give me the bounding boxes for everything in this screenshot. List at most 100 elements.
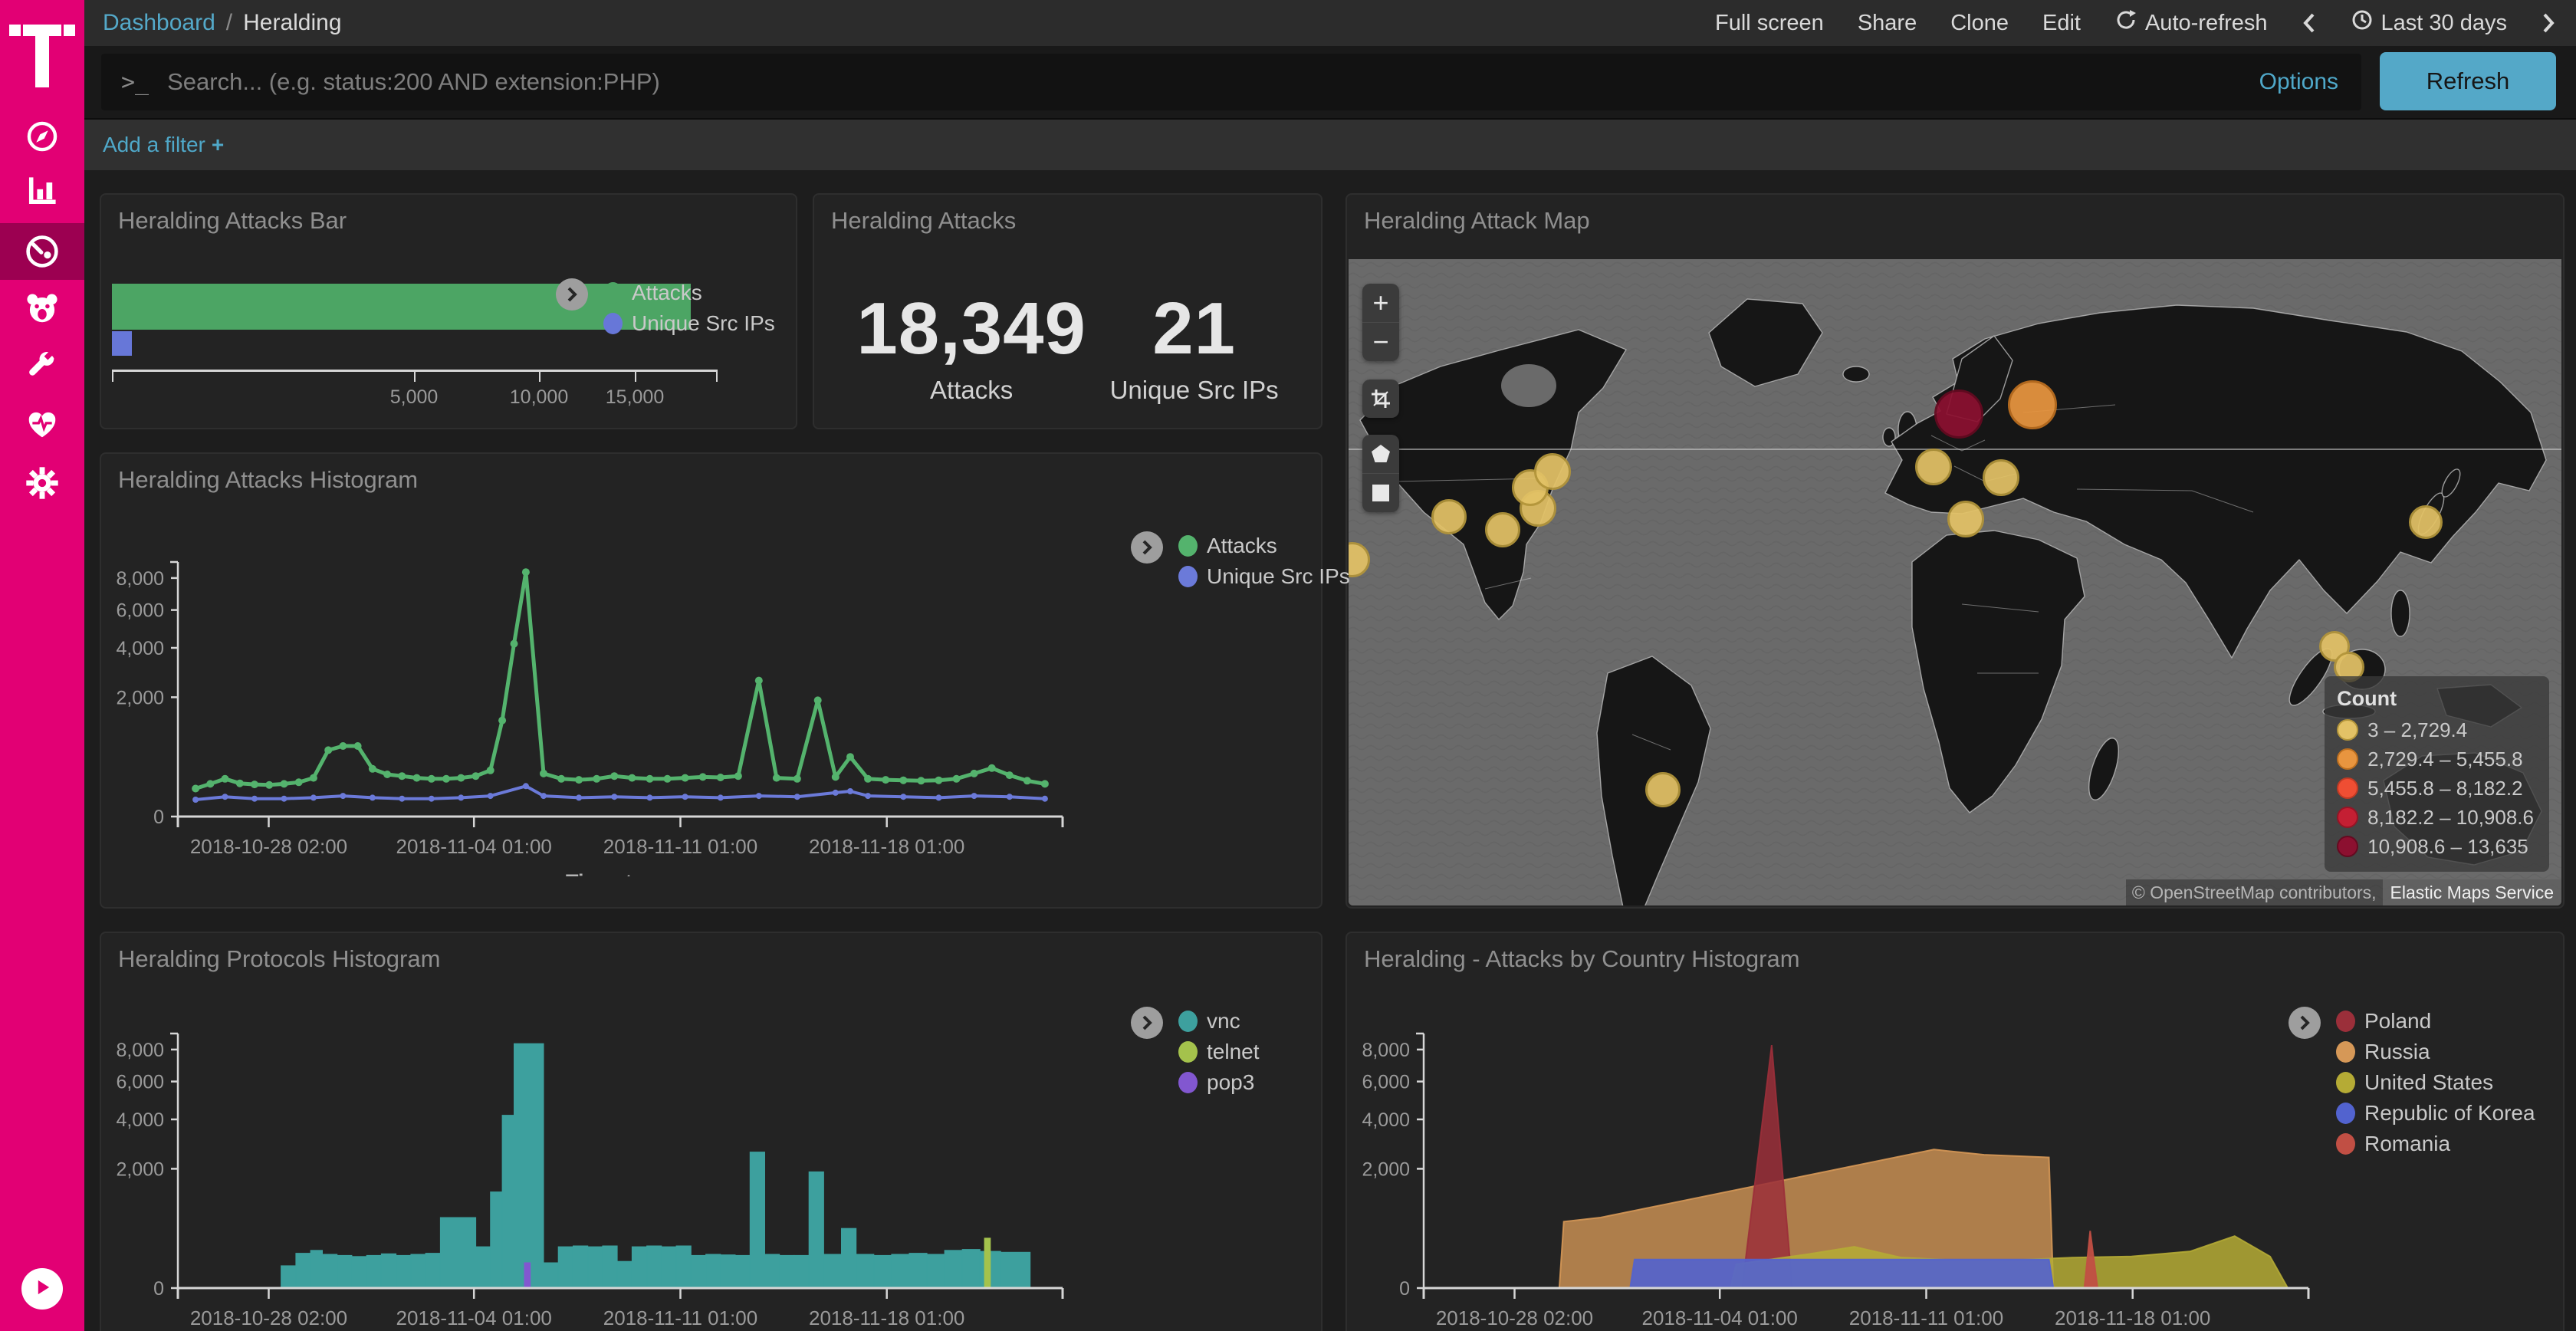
metric-attacks: 18,349 Attacks [856,287,1086,405]
play-arrow-icon [32,1277,52,1301]
panel-title: Heralding Protocols Histogram [118,945,440,973]
legend-toggle-button[interactable] [556,278,588,311]
legend-color-dot [2336,1011,2355,1032]
protocols-bar-chart[interactable]: 02,0004,0006,0008,0002018-10-28 02:00201… [101,1014,1075,1331]
attack-bubble-russia-west[interactable] [2008,380,2057,429]
zoom-in-button[interactable]: + [1362,284,1399,322]
svg-text:8,000: 8,000 [1362,1040,1410,1061]
attacks-line-chart[interactable]: 02,0004,0006,0008,0002018-10-28 02:00201… [101,542,1075,876]
t-mobile-logo-icon[interactable] [0,14,84,87]
panel-attacks-histogram: Heralding Attacks Histogram 02,0004,0006… [100,452,1322,909]
attack-bubble-baltics[interactable] [1915,449,1952,485]
panel-title: Heralding Attacks Bar [118,207,347,235]
legend-item[interactable]: pop3 [1178,1067,1260,1098]
legend: Attacks Unique Src IPs [1178,531,1350,592]
top-nav: Dashboard / Heralding Full screen Share … [84,0,2576,46]
heart-pulse-icon [25,406,60,442]
metric-label: Unique Src IPs [1110,376,1279,405]
svg-text:8,000: 8,000 [116,1040,164,1061]
legend-color-dot [1178,1011,1198,1032]
legend-item[interactable]: Romania [2336,1129,2535,1159]
sidebar-item-sentinl[interactable] [0,281,84,337]
attack-bubble-poland[interactable] [1934,389,1983,439]
sidebar-expand-button[interactable] [21,1268,63,1310]
svg-text:2018-11-04 01:00: 2018-11-04 01:00 [396,1306,552,1329]
svg-text:2,000: 2,000 [116,687,164,708]
legend-item[interactable]: Attacks [603,278,775,308]
svg-text:2018-11-04 01:00: 2018-11-04 01:00 [396,835,552,858]
legend-item[interactable]: Poland [2336,1006,2535,1037]
legend-item[interactable]: vnc [1178,1006,1260,1037]
crop-fit-icon[interactable] [1362,380,1399,418]
compass-icon [25,120,59,153]
svg-text:2018-11-18 01:00: 2018-11-18 01:00 [809,835,964,858]
zoom-out-button[interactable]: − [1362,322,1399,361]
refresh-button[interactable]: Refresh [2380,52,2556,110]
breadcrumb-current: Heralding [243,10,341,36]
auto-refresh-button[interactable]: Auto-refresh [2114,8,2268,38]
rectangle-tool-button[interactable] [1362,473,1399,512]
legend-item[interactable]: telnet [1178,1037,1260,1067]
search-placeholder: Search... (e.g. status:200 AND extension… [167,68,2259,96]
search-input[interactable]: >_ Search... (e.g. status:200 AND extens… [101,54,2361,110]
clock-icon [2351,8,2374,38]
sidebar-item-devtools[interactable] [0,338,84,395]
breadcrumb-dashboard-link[interactable]: Dashboard [103,10,215,36]
attack-bubble-russia-mid[interactable] [1983,459,2019,496]
svg-text:2018-11-18 01:00: 2018-11-18 01:00 [2055,1306,2210,1329]
attack-bubble-ukraine[interactable] [1947,501,1984,537]
legend-color-dot [2337,836,2358,857]
country-area-chart[interactable]: 02,0004,0006,0008,0002018-10-28 02:00201… [1347,1014,2321,1331]
metric-value: 18,349 [856,287,1086,371]
panel-title: Heralding Attacks Histogram [118,466,418,494]
legend-toggle-button[interactable] [1131,1007,1163,1039]
svg-text:0: 0 [153,807,164,828]
legend-item[interactable]: Unique Src IPs [1178,561,1350,592]
legend-color-dot [1178,535,1198,557]
time-range-picker[interactable]: Last 30 days [2351,8,2507,38]
map-legend-item: 10,908.6 – 13,635 [2337,832,2534,861]
fullscreen-button[interactable]: Full screen [1715,11,1824,36]
legend-item[interactable]: Attacks [1178,531,1350,561]
attack-bubble-us-new-england[interactable] [1534,453,1571,490]
attack-bubble-japan[interactable] [2409,505,2443,539]
metric-label: Attacks [856,376,1086,405]
legend-color-dot [2336,1103,2355,1124]
map-legend-item: 8,182.2 – 10,908.6 [2337,803,2534,832]
time-back-button[interactable] [2302,12,2317,35]
svg-text:2018-11-11 01:00: 2018-11-11 01:00 [603,835,757,858]
polygon-tool-button[interactable] [1362,435,1399,473]
edit-button[interactable]: Edit [2042,11,2081,36]
add-filter-link[interactable]: Add a filter+ [103,133,224,157]
nav-actions: Full screen Share Clone Edit Auto-refres… [1715,8,2556,38]
sidebar-item-visualize[interactable] [0,163,84,219]
legend-item[interactable]: Russia [2336,1037,2535,1067]
panel-attacks-bar: Heralding Attacks Bar 5,00010,00015,000 … [100,193,797,429]
svg-text:2018-10-28 02:00: 2018-10-28 02:00 [190,835,347,858]
legend: vnc telnet pop3 [1178,1006,1260,1098]
elastic-maps-attribution[interactable]: Elastic Maps Service [2383,879,2561,906]
legend-color-dot [1178,1072,1198,1093]
share-button[interactable]: Share [1858,11,1917,36]
sidebar-item-monitoring[interactable] [0,396,84,452]
legend-item[interactable]: United States [2336,1067,2535,1098]
legend-toggle-button[interactable] [2288,1007,2321,1039]
osm-attribution[interactable]: © OpenStreetMap contributors, [2126,879,2383,906]
svg-text:2018-10-28 02:00: 2018-10-28 02:00 [1436,1306,1593,1329]
map-legend-item: 5,455.8 – 8,182.2 [2337,774,2534,803]
attack-bubble-brazil[interactable] [1645,772,1681,807]
legend-item[interactable]: Republic of Korea [2336,1098,2535,1129]
options-link[interactable]: Options [2259,69,2338,95]
sidebar-item-discover[interactable] [0,108,84,165]
clone-button[interactable]: Clone [1950,11,2009,36]
sidebar-item-management[interactable] [0,455,84,511]
time-forward-button[interactable] [2541,12,2556,35]
svg-text:2018-11-11 01:00: 2018-11-11 01:00 [1849,1306,2003,1329]
attack-bubble-us-south[interactable] [1485,512,1520,547]
legend-item[interactable]: Unique Src IPs [603,308,775,339]
bar-unique-src-ips[interactable] [112,331,132,356]
legend-toggle-button[interactable] [1131,531,1163,564]
legend-color-dot [2336,1072,2355,1093]
sidebar-item-dashboard[interactable] [0,223,84,280]
world-map[interactable]: + − Count 3 – 2,729.4 2,729.4 – 5,455.8 [1349,259,2561,905]
